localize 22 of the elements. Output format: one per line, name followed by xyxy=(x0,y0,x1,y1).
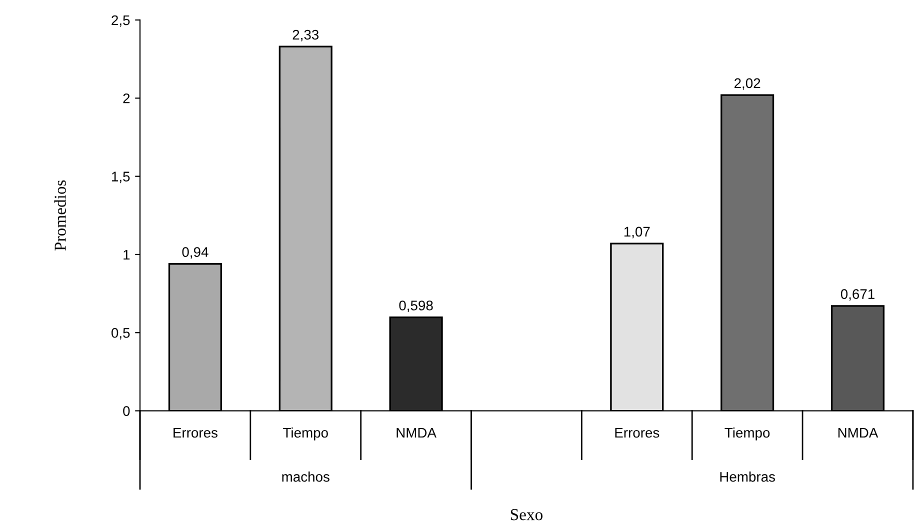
text: Hembras xyxy=(720,472,775,482)
x-tick-label: Errores xyxy=(174,428,218,438)
x-axis-title: Sexo xyxy=(510,509,543,520)
data-label: 0,598 xyxy=(399,300,433,312)
y-tick-label: 0 xyxy=(123,406,130,416)
data-label: 2,02 xyxy=(734,78,760,90)
x-tick-label: NMDA xyxy=(838,428,878,438)
y-tick-label: 1 xyxy=(124,250,130,260)
x-tick-label: Errores xyxy=(615,428,660,438)
data-label: 1,07 xyxy=(624,226,650,238)
y-tick-label: 0,5 xyxy=(112,328,130,340)
x-tick-label: Tiempo xyxy=(724,427,770,440)
text: machos xyxy=(282,472,330,482)
data-label: 0,94 xyxy=(182,247,208,259)
x-tick-label: NMDA xyxy=(396,428,436,438)
y-tick-label: 2 xyxy=(123,93,130,104)
data-label: 2,33 xyxy=(292,30,319,42)
y-axis-title: Promedios xyxy=(54,180,66,251)
y-tick-label: 1,5 xyxy=(112,172,130,184)
x-tick-label: Tiempo xyxy=(283,427,328,440)
data-label: 0,671 xyxy=(840,289,874,301)
y-tick-label: 2,5 xyxy=(112,15,130,27)
